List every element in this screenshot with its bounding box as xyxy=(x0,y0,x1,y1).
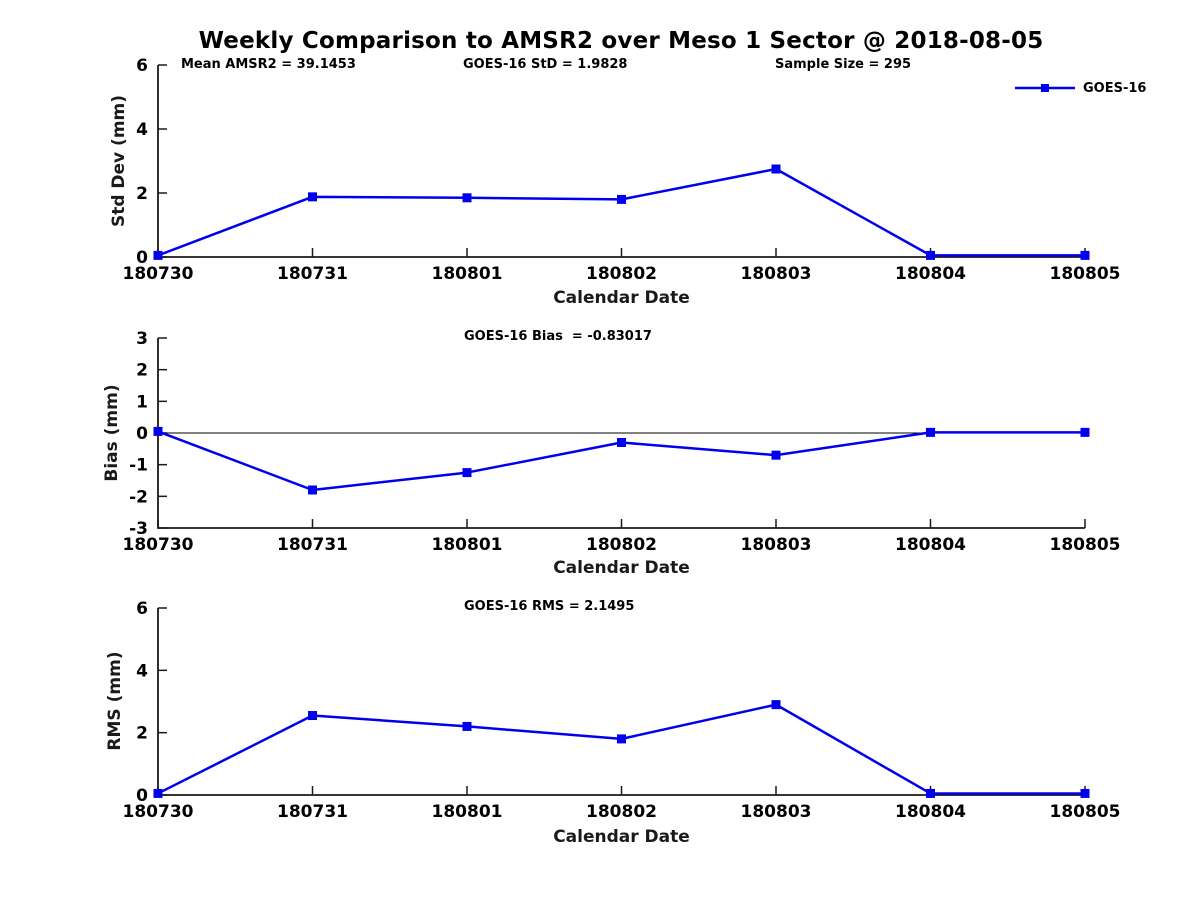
x-tick-label: 180731 xyxy=(277,802,348,822)
x-tick-label: 180730 xyxy=(123,535,194,555)
data-point-marker xyxy=(308,485,317,495)
data-point-marker xyxy=(462,721,472,731)
y-tick-label: -2 xyxy=(129,487,148,507)
series-line xyxy=(157,703,1085,795)
data-point-marker xyxy=(771,700,781,710)
annotation-goes16-bias: GOES-16 Bias = -0.83017 xyxy=(464,329,652,344)
y-tick-label: -3 xyxy=(129,519,148,539)
annotation-sample-size: Sample Size = 295 xyxy=(775,57,912,72)
data-point-marker xyxy=(1080,427,1090,437)
x-tick-label: 180805 xyxy=(1050,802,1121,822)
figure-title: Weekly Comparison to AMSR2 over Meso 1 S… xyxy=(198,28,1044,54)
x-axis-label-bias: Calendar Date xyxy=(553,558,690,578)
data-point-marker xyxy=(308,711,317,721)
x-tick-label: 180803 xyxy=(741,535,812,555)
y-tick-label: 6 xyxy=(136,56,148,76)
data-point-marker xyxy=(1080,788,1090,798)
x-tick-label: 180802 xyxy=(586,535,657,555)
x-tick-label: 180801 xyxy=(432,802,503,822)
x-tick-label: 180801 xyxy=(432,264,503,284)
y-tick-label: 0 xyxy=(136,424,148,444)
y-tick-label: 0 xyxy=(136,786,148,806)
data-point-marker xyxy=(617,734,626,744)
x-axis-label-rms: Calendar Date xyxy=(553,827,690,847)
x-tick-label: 180805 xyxy=(1050,264,1121,284)
data-point-marker xyxy=(153,788,163,798)
data-point-marker xyxy=(926,250,935,260)
y-tick-label: 3 xyxy=(136,329,148,349)
axis xyxy=(157,608,1085,796)
legend: GOES-16 xyxy=(1014,78,1146,98)
x-tick-label: 180804 xyxy=(895,535,966,555)
data-point-marker xyxy=(617,194,626,204)
x-tick-label: 180731 xyxy=(277,535,348,555)
x-tick-label: 180730 xyxy=(123,802,194,822)
x-tick-label: 180802 xyxy=(586,264,657,284)
x-tick-label: 180803 xyxy=(741,264,812,284)
annotation-mean-amsr2: Mean AMSR2 = 39.1453 xyxy=(181,57,356,72)
data-point-marker xyxy=(926,788,935,798)
y-tick-label: 1 xyxy=(136,392,148,412)
data-point-marker xyxy=(462,468,472,478)
y-tick-label: 2 xyxy=(136,361,148,381)
axis xyxy=(157,338,1085,529)
x-tick-label: 180731 xyxy=(277,264,348,284)
y-tick-label: 2 xyxy=(136,724,148,744)
x-axis-label-std-dev: Calendar Date xyxy=(553,288,690,308)
data-point-marker xyxy=(926,427,935,437)
legend-label: GOES-16 xyxy=(1083,80,1147,96)
y-tick-label: -1 xyxy=(129,456,148,476)
annotation-goes16-std: GOES-16 StD = 1.9828 xyxy=(463,57,628,72)
y-tick-label: 2 xyxy=(136,184,148,204)
data-point-marker xyxy=(771,450,781,460)
data-point-marker xyxy=(462,193,472,203)
x-tick-label: 180802 xyxy=(586,802,657,822)
x-tick-label: 180804 xyxy=(895,802,966,822)
y-tick-label: 0 xyxy=(136,248,148,268)
x-tick-label: 180804 xyxy=(895,264,966,284)
annotation-goes16-rms: GOES-16 RMS = 2.1495 xyxy=(464,599,635,614)
y-tick-label: 4 xyxy=(136,120,148,140)
data-point-marker xyxy=(153,250,163,260)
y-tick-label: 4 xyxy=(136,661,148,681)
data-point-marker xyxy=(308,192,317,202)
x-tick-label: 180730 xyxy=(123,264,194,284)
data-point-marker xyxy=(617,438,626,447)
y-tick-label: 6 xyxy=(136,599,148,619)
legend-line-marker-icon xyxy=(1015,84,1075,92)
data-point-marker xyxy=(153,426,163,436)
data-point-marker xyxy=(1080,250,1090,260)
data-point-marker xyxy=(771,164,781,174)
x-tick-label: 180803 xyxy=(741,802,812,822)
x-tick-label: 180805 xyxy=(1050,535,1121,555)
x-tick-label: 180801 xyxy=(432,535,503,555)
